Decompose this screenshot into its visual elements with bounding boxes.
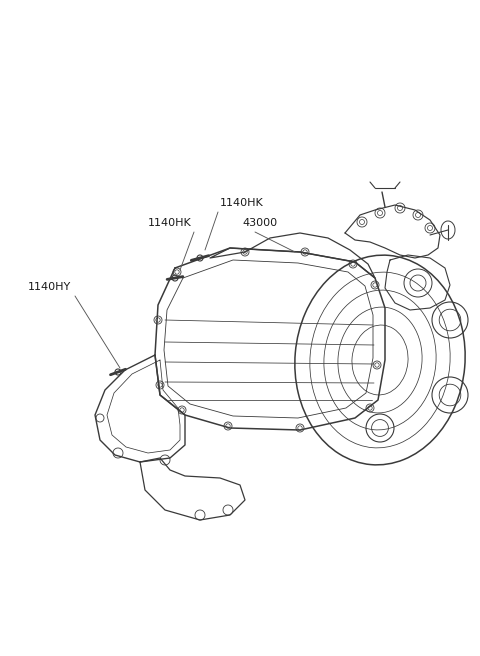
- Text: 43000: 43000: [242, 218, 277, 228]
- Text: 1140HK: 1140HK: [148, 218, 192, 228]
- Text: 1140HY: 1140HY: [28, 282, 71, 292]
- Text: 1140HK: 1140HK: [220, 198, 264, 208]
